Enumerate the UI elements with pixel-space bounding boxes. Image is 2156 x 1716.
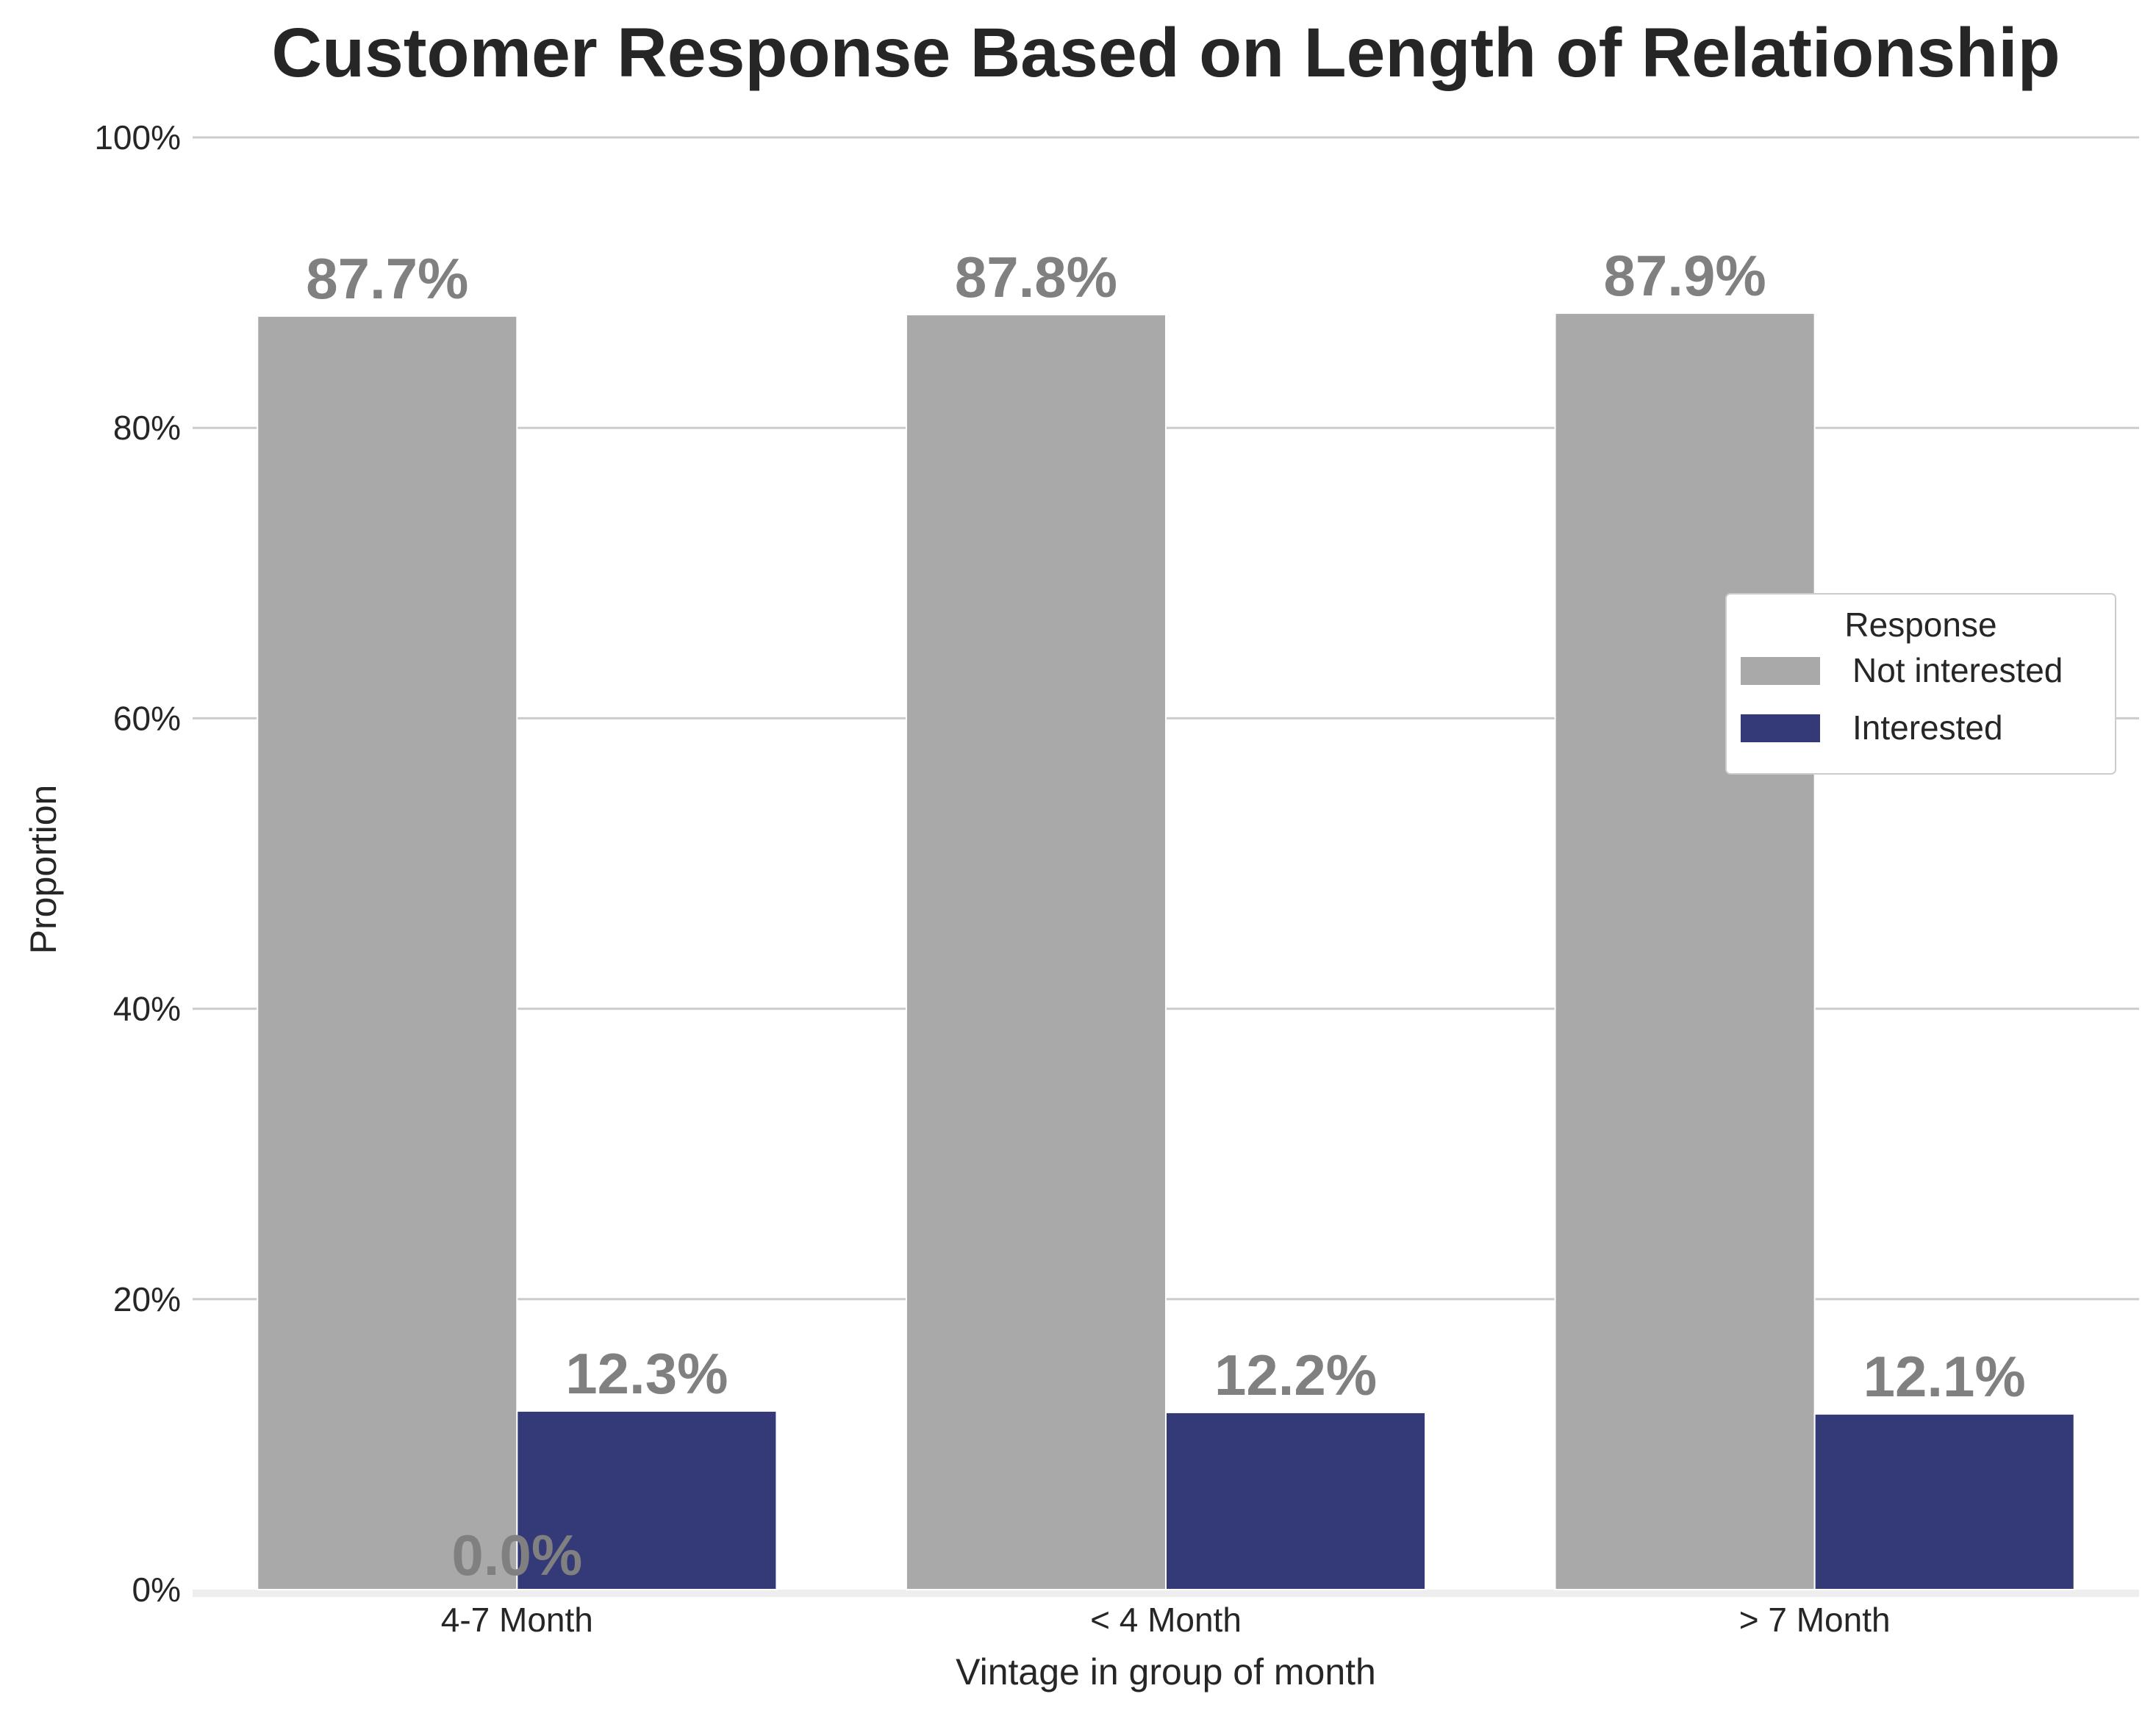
bar-interested	[1813, 1412, 2075, 1591]
legend-title: Response	[1844, 606, 1996, 644]
y-tick-label: 60%	[113, 699, 181, 737]
bar-not-interested	[905, 314, 1167, 1590]
bar-value-label: 12.2%	[1214, 1343, 1377, 1407]
zero-value-label: 0.0%	[451, 1523, 582, 1587]
y-tick-label: 0%	[132, 1570, 181, 1609]
x-tick-label: < 4 Month	[1090, 1601, 1242, 1639]
legend-entry-label: Not interested	[1852, 651, 2063, 689]
bars	[257, 312, 2075, 1591]
y-axis-ticks: 0% 20% 40% 60% 80% 100%	[94, 118, 181, 1609]
y-tick-label: 100%	[94, 118, 181, 157]
legend-entry-label: Interested	[1852, 708, 2003, 747]
x-tick-label: 4-7 Month	[441, 1601, 593, 1639]
bar-not-interested	[1554, 312, 1816, 1591]
bar-value-label: 87.9%	[1604, 243, 1766, 308]
y-tick-label: 40%	[113, 990, 181, 1028]
x-axis-ticks: 4-7 Month < 4 Month > 7 Month	[441, 1601, 1891, 1639]
bar-value-label: 12.1%	[1863, 1344, 2026, 1409]
bar-interested	[1165, 1411, 1427, 1590]
bar-interested	[516, 1410, 778, 1591]
bar-value-label: 12.3%	[565, 1341, 728, 1406]
x-axis-label: Vintage in group of month	[956, 1651, 1376, 1692]
legend-swatch	[1741, 714, 1820, 742]
legend-box	[1725, 593, 2116, 775]
bar-not-interested	[257, 315, 518, 1591]
y-axis-label: Proportion	[23, 785, 64, 955]
bar-value-labels: 87.7% 12.3% 87.8% 12.2% 87.9% 12.1% 0.0%	[306, 243, 2026, 1587]
y-tick-label: 20%	[113, 1280, 181, 1318]
legend-swatch	[1741, 657, 1820, 685]
bar-value-label: 87.8%	[955, 245, 1117, 309]
x-tick-label: > 7 Month	[1739, 1601, 1891, 1639]
x-axis-baseline	[193, 1590, 2139, 1597]
legend: Response Not interested Interested	[1725, 593, 2116, 775]
bar-value-label: 87.7%	[306, 246, 468, 311]
chart-title: Customer Response Based on Length of Rel…	[271, 14, 2060, 92]
y-tick-label: 80%	[113, 409, 181, 447]
